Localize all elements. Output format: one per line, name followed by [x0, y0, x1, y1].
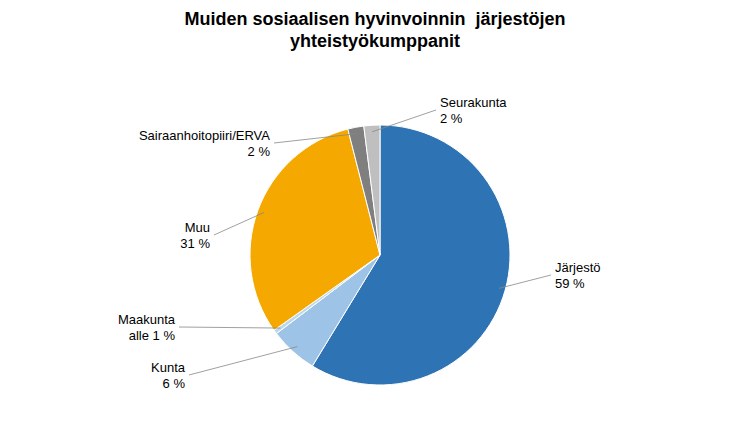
svg-text:Maakuntaalle 1 %: Maakuntaalle 1 % — [118, 312, 176, 343]
html-text:Muiden sosiaalisen hyvinvoinni: Muiden sosiaalisen hyvinvoinnin järjestö… — [184, 9, 566, 51]
svg-text:Seurakunta2 %: Seurakunta2 % — [440, 95, 507, 126]
svg-text:Järjestö59 %: Järjestö59 % — [555, 260, 601, 291]
svg-text:Sairaanhoitopiiri/ERVA2 %: Sairaanhoitopiiri/ERVA2 % — [139, 128, 270, 159]
svg-text:Kunta6 %: Kunta6 % — [151, 360, 186, 391]
svg-text:Muu31 %: Muu31 % — [180, 220, 210, 251]
